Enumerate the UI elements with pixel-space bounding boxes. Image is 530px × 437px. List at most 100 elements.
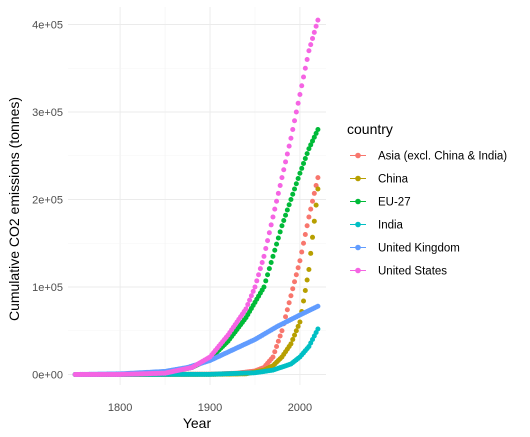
data-point [293,181,299,187]
data-point [306,214,312,220]
data-point [286,202,292,208]
series-group [72,175,321,377]
data-point [254,278,260,284]
data-point [304,277,310,283]
data-point [301,298,307,304]
data-point [310,36,316,41]
data-point [302,232,308,237]
data-point [270,214,276,220]
data-point [268,260,274,265]
data-point [308,142,314,148]
data-point [297,92,303,97]
data-point [279,328,285,334]
data-point [281,218,287,223]
y-axis-title: Cumulative CO2 emissions (tonnes) [6,97,22,321]
data-point [274,241,280,247]
x-axis-ticks: 1800 1900 2000 [108,402,312,414]
data-point [288,341,294,347]
data-point [308,42,314,48]
x-tick-label: 2000 [288,402,312,414]
data-point [284,307,290,313]
data-point [270,253,276,259]
y-axis-ticks: 0e+00 1e+05 2e+05 3e+05 4e+05 [32,20,63,382]
data-point [302,288,308,293]
data-point [315,127,321,132]
data-point [313,130,319,136]
data-point [302,65,308,71]
data-point [310,138,316,144]
data-point [315,326,321,332]
data-point [311,134,317,140]
data-point [295,323,301,329]
data-point [268,222,274,228]
data-point [243,306,249,312]
data-point [265,238,271,244]
legend-key-point [355,152,361,159]
data-point [292,186,298,192]
legend-key-point [355,244,361,251]
y-tick-label: 4e+05 [32,20,63,32]
x-tick-label: 1800 [108,402,132,414]
legend-label: EU-27 [378,197,411,209]
data-point [295,100,301,106]
data-point [306,267,312,272]
legend-label: India [378,220,404,232]
data-points [72,17,321,377]
data-point [311,190,317,196]
data-point [266,230,272,236]
data-point [301,240,307,246]
data-point [290,127,296,132]
data-point [293,109,299,115]
data-point [310,234,316,240]
data-point [315,186,321,192]
data-point [290,286,296,292]
y-tick-label: 3e+05 [32,107,63,119]
data-point [263,246,269,251]
data-point [301,160,307,166]
data-point [306,48,312,54]
legend-title: country [347,121,393,137]
data-point [293,272,299,278]
data-point [304,57,310,62]
data-point [297,170,303,176]
legend-label: United States [378,266,447,278]
data-point [259,260,265,265]
data-point [274,198,280,204]
data-point [279,223,285,229]
data-point [310,198,316,204]
data-point [304,151,310,157]
data-point [265,272,271,278]
legend-label: Asia (excl. China & India) [378,151,507,163]
data-point [306,146,312,152]
data-point [308,206,314,212]
data-point [263,278,269,284]
series-group [72,127,321,377]
data-point [290,191,296,197]
data-point [315,175,321,181]
data-point [248,293,254,299]
data-point [311,218,317,224]
data-point [286,300,292,306]
data-point [315,17,321,23]
grid [68,7,326,385]
data-point [270,354,276,360]
data-point [313,202,319,208]
data-point [292,118,298,124]
data-point [247,297,253,303]
data-point [261,253,267,259]
data-point [299,249,305,255]
data-point [274,344,280,349]
legend-key-point [355,221,361,228]
data-point [308,250,314,256]
data-point [252,284,258,290]
data-point [304,223,310,229]
data-point [315,303,321,309]
data-point [245,302,251,307]
data-point [277,183,283,188]
data-point [281,167,287,173]
x-tick-label: 1900 [198,402,222,414]
data-point [297,319,303,325]
series-group [72,17,321,377]
data-point [277,229,283,235]
